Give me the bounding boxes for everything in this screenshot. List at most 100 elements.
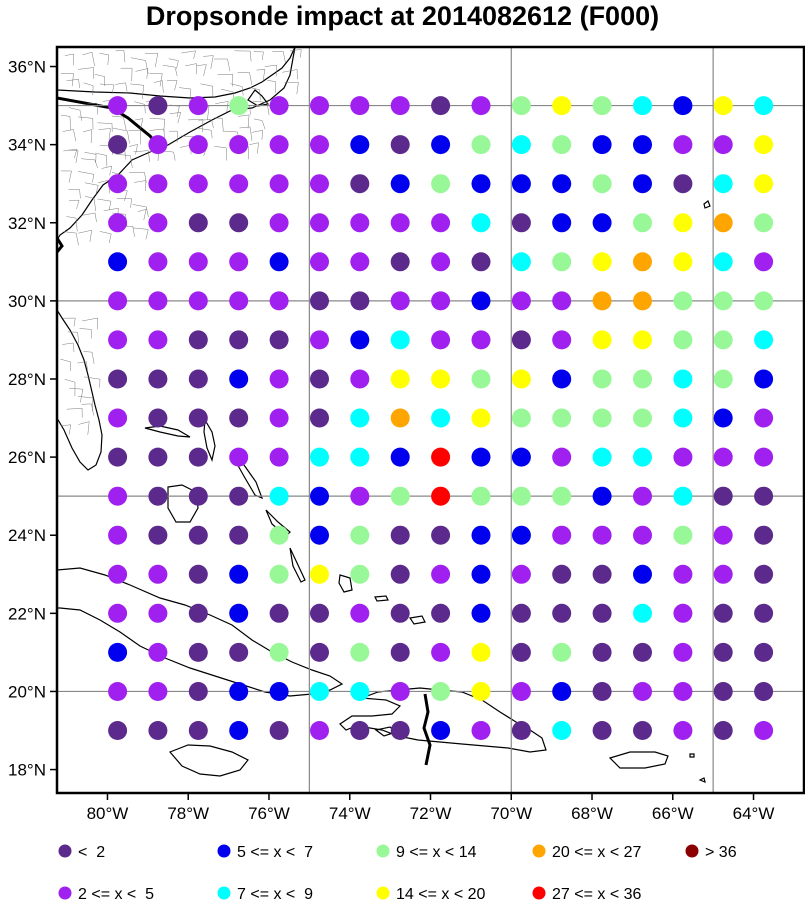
haiti-dr-border (422, 693, 432, 766)
impact-point (673, 96, 693, 116)
impact-point (633, 330, 652, 350)
impact-point (471, 252, 491, 272)
impact-point (269, 564, 289, 584)
impact-point (633, 135, 652, 155)
y-tick-label: 32°N (8, 214, 46, 233)
x-tick-label: 64°W (733, 804, 775, 823)
impact-point (390, 408, 410, 428)
impact-point (511, 603, 531, 623)
impact-point (592, 330, 612, 350)
county-border (111, 115, 127, 131)
impact-point (188, 408, 208, 428)
bermuda (703, 200, 711, 209)
impact-point (269, 525, 289, 545)
county-border (116, 153, 133, 168)
impact-point (633, 369, 652, 389)
impact-point (188, 447, 208, 467)
county-border (67, 331, 79, 344)
county-border (196, 64, 207, 77)
impact-point (390, 721, 410, 740)
impact-point (552, 96, 572, 116)
latitude-ticks: 18°N 20°N 22°N 24°N 26°N 28°N 30°N 32°N 34°N 36°N (8, 58, 57, 780)
impact-point (633, 252, 652, 272)
county-border (132, 204, 147, 221)
impact-point (552, 369, 572, 389)
county-border (78, 116, 94, 130)
legend-swatch (376, 886, 390, 900)
impact-point (350, 135, 370, 155)
impact-point (713, 96, 733, 116)
county-border (84, 196, 97, 212)
impact-point (188, 525, 208, 545)
impact-point (511, 486, 531, 506)
puerto-rico-coast (608, 751, 669, 769)
carolina-coast (57, 47, 296, 241)
county-border (134, 180, 147, 192)
impact-point (390, 603, 410, 623)
legend: < 2 2 <= x < 5 5 <= x < 7 7 <= x < 9 9 <= x … (58, 844, 737, 900)
impact-point (390, 252, 410, 272)
impact-point (350, 564, 370, 584)
ga-fl-border (57, 237, 64, 253)
county-border (166, 80, 178, 91)
impact-point (471, 174, 491, 194)
abaco-island (203, 418, 216, 463)
impact-point (350, 330, 370, 350)
impact-point (310, 721, 329, 740)
county-border (99, 83, 115, 95)
legend-label: > 36 (705, 844, 737, 861)
impact-point (390, 174, 410, 194)
impact-point (148, 330, 168, 350)
impact-point (390, 564, 410, 584)
x-tick-label: 74°W (329, 804, 371, 823)
impact-point (108, 369, 128, 389)
impact-point (471, 330, 491, 350)
impact-point (188, 564, 208, 584)
impact-point (471, 447, 491, 467)
impact-point (754, 642, 774, 662)
county-border (253, 51, 264, 61)
county-border (120, 67, 133, 82)
impact-point (592, 603, 612, 623)
impact-point (390, 135, 410, 155)
impact-point (269, 486, 289, 506)
impact-point (713, 330, 733, 350)
impact-point (229, 486, 249, 506)
jamaica-coast (168, 744, 249, 777)
county-border (78, 229, 93, 242)
impact-point (431, 408, 451, 428)
impact-point (754, 291, 774, 311)
legend-swatch (685, 844, 699, 858)
impact-point (188, 330, 208, 350)
impact-point (592, 682, 612, 701)
impact-point (310, 369, 329, 389)
impact-point (188, 174, 208, 194)
county-border (68, 107, 83, 121)
impact-point (673, 564, 693, 584)
impact-point (229, 135, 249, 155)
impact-point (713, 525, 733, 545)
andros-island (167, 484, 199, 523)
county-border (60, 170, 72, 183)
legend-swatch (376, 844, 390, 858)
county-border (214, 146, 228, 161)
impact-point (148, 96, 168, 116)
y-tick-label: 20°N (8, 682, 46, 701)
y-tick-label: 22°N (8, 604, 46, 623)
mayaguana (374, 595, 389, 602)
y-tick-label: 34°N (8, 136, 46, 155)
impact-point (108, 213, 128, 233)
x-tick-label: 70°W (490, 804, 532, 823)
county-border (203, 55, 214, 69)
impact-point (431, 682, 451, 701)
impact-point (673, 525, 693, 545)
county-border (62, 129, 77, 142)
impact-point (754, 330, 774, 350)
impact-point (552, 564, 572, 584)
impact-point (511, 174, 531, 194)
impact-point (633, 603, 652, 623)
county-border (130, 57, 149, 74)
impact-point (471, 486, 491, 506)
impact-point (552, 721, 572, 740)
impact-point (108, 135, 128, 155)
